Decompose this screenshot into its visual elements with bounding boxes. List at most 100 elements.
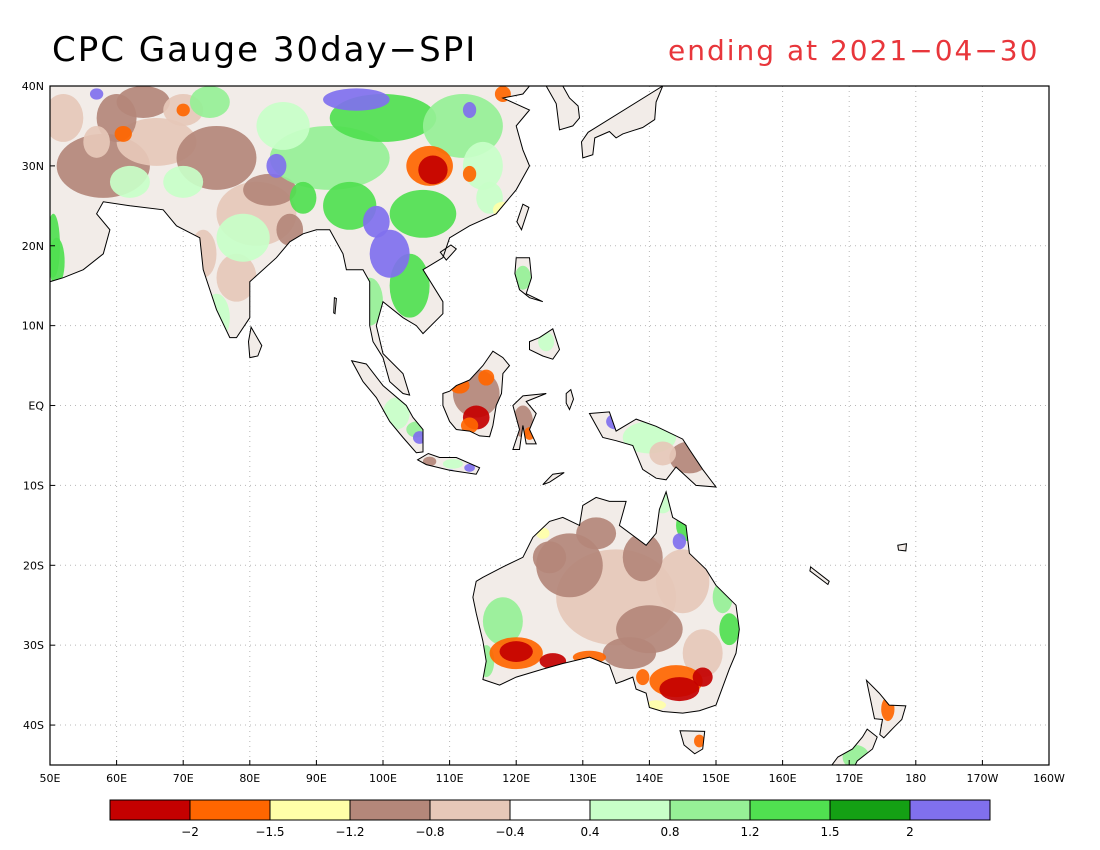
land-hainan	[440, 245, 457, 261]
lon-label: 90E	[306, 772, 327, 785]
lat-label: 40S	[23, 719, 44, 732]
colorbar-swatch	[669, 799, 751, 821]
lat-label: 40N	[22, 80, 44, 93]
colorbar-swatch	[909, 799, 991, 821]
colorbar-swatch	[109, 799, 191, 821]
lon-label: 120E	[502, 772, 530, 785]
spi-patch	[323, 181, 377, 230]
lon-label: 80E	[239, 772, 260, 785]
spi-patch	[656, 549, 710, 614]
coastline-java	[416, 452, 481, 475]
colorbar-label: 2	[906, 825, 914, 839]
spi-patch	[881, 697, 895, 722]
spi-patch	[499, 641, 533, 662]
lon-label: 130E	[569, 772, 597, 785]
spi-patch	[672, 533, 687, 550]
colorbar-swatch	[829, 799, 911, 821]
lon-label: 70E	[173, 772, 194, 785]
spi-patch	[369, 229, 410, 278]
longitude-labels: 50E 60E 70E 80E 90E 100E 110E 120E 130E 140E 150E 1…	[40, 760, 1065, 785]
spi-patch	[536, 527, 550, 539]
coastline-newcal	[809, 565, 830, 586]
spi-patch	[243, 173, 297, 206]
spi-patch	[462, 101, 477, 118]
spi-patch	[176, 103, 190, 117]
colorbar-label: 1.5	[820, 825, 839, 839]
coastline-sumatra	[350, 360, 424, 454]
coastline-hainan	[439, 244, 458, 261]
spi-patch	[289, 181, 317, 214]
colorbar-label: −0.4	[495, 825, 524, 839]
coastline-borneo	[442, 350, 511, 438]
spi-patch	[89, 88, 104, 100]
spi-patch	[216, 253, 257, 302]
spi-patch	[276, 213, 304, 246]
lat-label: 20S	[23, 559, 44, 572]
spi-patch	[422, 93, 503, 158]
spi-patch	[514, 265, 531, 290]
spi-patch	[532, 541, 567, 574]
colorbar-label: 0.8	[660, 825, 679, 839]
spi-patch	[216, 213, 270, 262]
spi-patch	[422, 456, 437, 467]
spi-patch	[462, 141, 503, 190]
spi-patch	[602, 637, 657, 670]
spi-patch	[692, 667, 713, 687]
lon-label: 50E	[40, 772, 61, 785]
coastline-korea	[545, 86, 581, 131]
map-title: CPC Gauge 30day−SPI	[52, 30, 478, 70]
coastline-halmahera	[565, 388, 575, 411]
spi-patch	[538, 332, 555, 352]
lon-label: 160E	[769, 772, 797, 785]
land-korea	[546, 86, 580, 130]
land-srilanka	[248, 327, 262, 358]
colorbar-label: −1.2	[335, 825, 364, 839]
spi-patch	[462, 165, 477, 182]
lon-label: 150E	[702, 772, 730, 785]
spi-patch	[383, 397, 410, 430]
spi-patch	[114, 125, 132, 142]
spi-patch	[256, 101, 310, 150]
spi-patch	[622, 533, 663, 582]
spi-patch	[492, 201, 513, 218]
land-japan	[581, 86, 663, 158]
coastline-tasmania	[679, 730, 706, 755]
lat-label: EQ	[28, 400, 44, 413]
spi-patch	[363, 205, 390, 238]
spi-patch	[712, 581, 733, 614]
colorbar-swatch	[589, 799, 671, 821]
coastline-srilanka	[247, 325, 263, 359]
spi-patch	[669, 441, 710, 474]
coastline-taiwan	[516, 203, 530, 232]
spi-patch	[116, 86, 170, 118]
lon-label: 170W	[966, 772, 998, 785]
spi-patch	[460, 417, 479, 434]
land-shading	[50, 86, 907, 765]
coastline-nz_north	[865, 678, 907, 739]
coastline-luzon	[514, 257, 544, 303]
lon-label: 110E	[436, 772, 464, 785]
lon-label: 100E	[369, 772, 397, 785]
colorbar-label: 0.4	[580, 825, 599, 839]
colorbar-swatch	[749, 799, 831, 821]
coastline-asia	[50, 86, 531, 396]
coastline-newguinea	[588, 411, 718, 488]
colorbar-swatch	[189, 799, 271, 821]
spi-patch	[449, 377, 470, 394]
map-frame	[49, 85, 1050, 766]
spi-patch	[412, 431, 427, 444]
lat-label: 10S	[23, 479, 44, 492]
spi-patch	[418, 155, 448, 185]
latitude-labels: 40N 30N 20N 10N EQ 10S 20S 30S 40S	[22, 80, 55, 732]
coastline-mindanao	[529, 328, 561, 360]
spi-patch	[83, 125, 110, 158]
spi-patch	[266, 153, 287, 178]
colorbar-label: −2	[181, 825, 199, 839]
spi-patch	[576, 517, 617, 550]
lon-label: 140E	[635, 772, 663, 785]
colorbar-swatch	[509, 799, 591, 821]
spi-patch	[163, 165, 204, 198]
spi-patch	[323, 88, 390, 111]
map-subtitle: ending at 2021−04−30	[668, 34, 1040, 67]
